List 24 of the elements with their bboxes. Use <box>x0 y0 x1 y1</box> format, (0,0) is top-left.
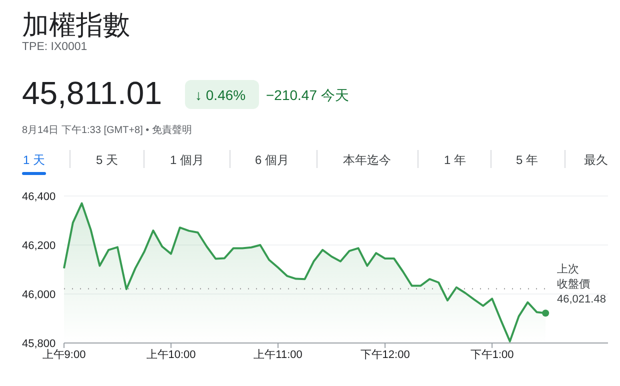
x-tick-label: 下午12:00 <box>360 349 410 361</box>
text: 5 天 <box>96 153 118 167</box>
y-tick-label: 45,800 <box>22 338 56 350</box>
y-tick-label: 46,400 <box>22 191 56 203</box>
text: 45,811.01 <box>22 75 162 111</box>
text: 8月14日 下午1:33 [GMT+8] • 免責聲明 <box>22 124 192 136</box>
x-tick-label: 上午9:00 <box>42 348 86 361</box>
x-tick-label: 下午1:00 <box>470 349 514 361</box>
x-tick-label: 上午11:00 <box>254 348 302 361</box>
x-tick-label: 上午10:00 <box>146 348 196 361</box>
text: 1 個月 <box>170 153 204 167</box>
text: 1 年 <box>444 153 466 167</box>
text: 本年迄今 <box>343 153 391 167</box>
chart-subtitle: TPE: IX0001 <box>22 41 88 53</box>
text: ↓ 0.46% <box>195 87 246 103</box>
y-tick-label: 46,000 <box>22 289 56 301</box>
text: 1 天 <box>22 153 46 167</box>
y-tick-label: 46,200 <box>22 240 56 252</box>
text: −210.47 今天 <box>266 87 349 103</box>
text: 最久 <box>584 153 608 167</box>
ref-line-label: 上次收盤價 46,021.48 <box>557 262 606 306</box>
chart-title: 加權指數 <box>22 10 130 40</box>
text: 6 個月 <box>254 153 290 167</box>
text: 5 年 <box>516 153 538 167</box>
